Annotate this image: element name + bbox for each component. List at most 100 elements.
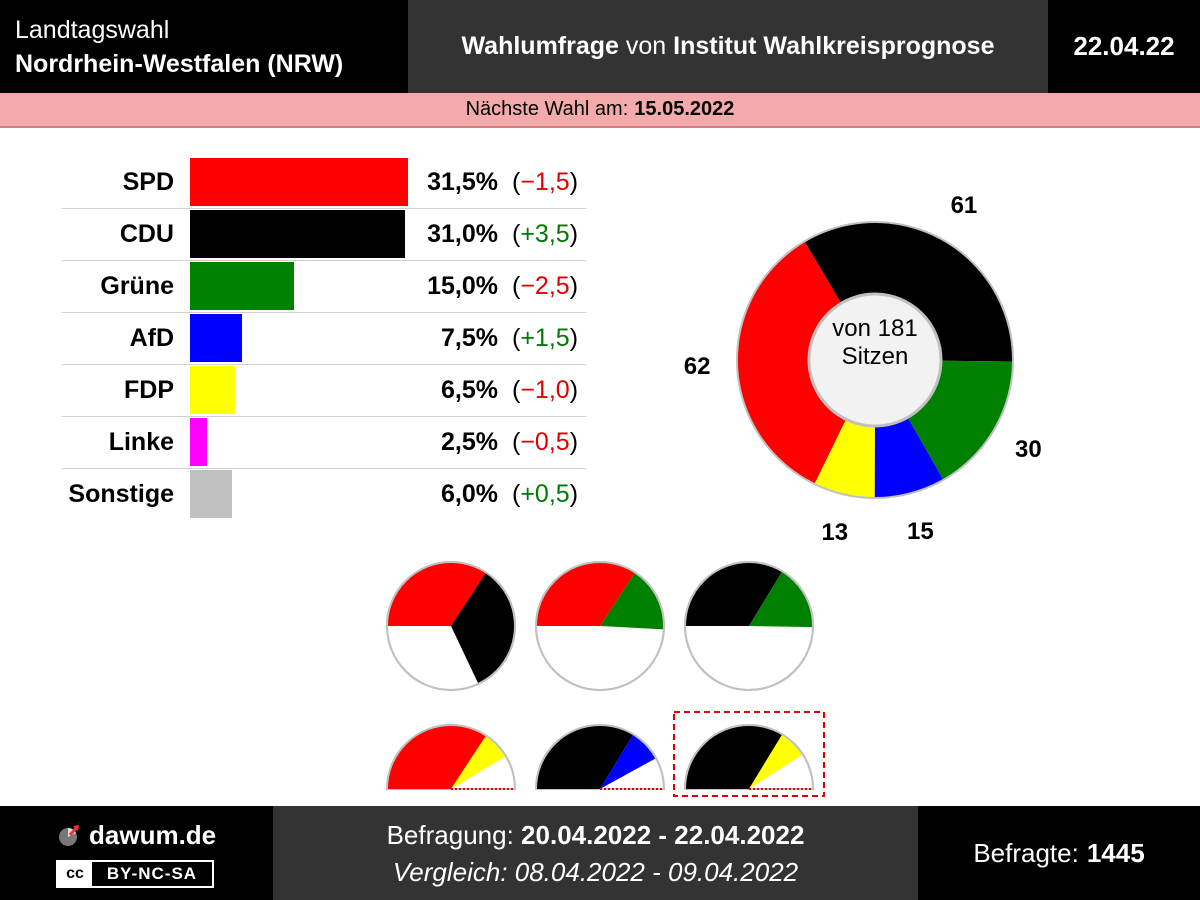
donut-center [807,292,943,428]
seat-label-fdp: 13 [821,519,849,547]
bar-fdp [190,366,235,414]
site-name: dawum.de [89,820,217,850]
bar-party-label: SPD [122,168,174,196]
poll-source: Wahlumfrage von Institut Wahlkreisprogno… [408,0,1048,93]
election-type: Landtagswahl [15,16,170,44]
footer-branding: dawum.de cc BY-NC-SA [0,806,273,900]
next-election-label: Nächste Wahl am: [465,98,629,120]
coalition-slice-cdu [536,725,634,789]
coalition-spd-fdp [385,724,517,790]
coalition-outline [684,561,814,691]
seat-distribution-donut [736,221,1014,499]
seat-label-cdu: 61 [950,191,978,219]
coalition-slice-fdp [451,735,506,789]
bar-party-label: Grüne [100,272,174,300]
donut-total-unit: Sitzen [841,343,909,370]
site-link[interactable]: dawum.de [57,820,216,851]
compare-line: Vergleich: 08.04.2022 - 09.04.2022 [273,857,918,888]
header: Landtagswahl Nordrhein-Westfalen (NRW) W… [0,0,1200,93]
survey-dates: 20.04.2022 - 22.04.2022 [521,820,805,850]
coalition-outline [386,561,516,691]
change-value: +0,5 [520,480,570,508]
bar-change-label: (−1,5) [512,168,579,196]
survey-label: Befragung: [386,820,514,850]
bar-sonstige [190,470,232,518]
bar-value-label: 6,5% [441,376,498,404]
donut-slice-spd [737,241,847,485]
respondents-count: 1445 [1086,837,1145,868]
bar-row-linke: Linke 2,5% (−0,5) [62,416,586,469]
dawum-logo-icon [57,824,81,848]
bar-change-label: (+1,5) [512,324,579,352]
bar-party-label: FDP [124,376,174,404]
compare-dates: 08.04.2022 - 09.04.2022 [514,857,799,887]
bar-cdu [190,210,405,258]
coalition-charts [385,561,825,797]
coalition-slice-spd [387,562,487,626]
respondents-label: Befragte: [973,837,1079,868]
coalition-slice-grüne [749,571,813,628]
coalition-outline [535,724,665,790]
seat-label-grüne: 30 [1015,436,1042,464]
coalition-cdu-afd [534,724,666,790]
donut-slice-fdp [814,419,875,498]
compare-label: Vergleich: [392,857,508,887]
coalition-outline [535,561,665,691]
bar-row-grüne: Grüne 15,0% (−2,5) [62,260,586,313]
bar-row-spd: SPD 31,5% (−1,5) [62,156,586,209]
next-election-date: 15.05.2022 [634,98,735,120]
bar-change-label: (+3,5) [512,220,579,248]
survey-line: Befragung: 20.04.2022 - 22.04.2022 [273,820,918,851]
coalition-slice-spd [387,725,487,789]
bar-row-cdu: CDU 31,0% (+3,5) [62,208,586,261]
coalition-slice-cdu [685,725,783,789]
change-value: +1,5 [520,324,570,352]
survey-period: Befragung: 20.04.2022 - 22.04.2022 Vergl… [273,806,918,900]
donut-total-seats: von 181 [832,315,918,342]
seat-label-spd: 62 [683,353,711,381]
bar-change-label: (−0,5) [512,428,579,456]
coalition-slice-grüne [600,572,664,630]
coalition-slice-cdu [685,562,783,626]
bar-value-label: 6,0% [441,480,498,508]
poll-connector: von [625,32,667,60]
poll-institute: Institut Wahlkreisprognose [673,32,995,60]
change-value: −1,0 [520,376,570,404]
bar-party-label: Linke [108,428,174,456]
bar-linke [190,418,208,466]
bar-row-fdp: FDP 6,5% (−1,0) [62,364,586,417]
coalition-spd-cdu [386,561,516,691]
bar-value-label: 31,0% [427,220,498,248]
coalition-outline [684,724,814,790]
coalition-slice-fdp [749,734,803,789]
footer: dawum.de cc BY-NC-SA Befragung: 20.04.20… [0,806,1200,900]
next-election-banner: Nächste Wahl am: 15.05.2022 [0,93,1200,128]
bar-change-label: (−1,0) [512,376,579,404]
bar-row-afd: AfD 7,5% (+1,5) [62,312,586,365]
bar-value-label: 31,5% [427,168,498,196]
bar-party-label: AfD [129,324,174,352]
coalition-slice-afd [600,734,657,789]
license-badge[interactable]: cc BY-NC-SA [56,860,214,888]
donut-slice-cdu [804,222,1013,362]
bar-change-label: (+0,5) [512,480,579,508]
bar-spd [190,158,408,206]
coalition-slice-cdu [451,572,515,684]
state-name: Nordrhein-Westfalen (NRW) [15,50,344,78]
change-value: +3,5 [520,220,570,248]
donut-outer-ring [736,221,1014,499]
bar-row-sonstige: Sonstige 6,0% (+0,5) [62,468,586,520]
seat-label-afd: 15 [907,518,934,546]
bar-party-label: Sonstige [68,480,174,508]
bar-value-label: 2,5% [441,428,498,456]
coalition-cdu-grüne [684,561,814,691]
bar-value-label: 15,0% [427,272,498,300]
vote-share-bar-chart: SPD 31,5% (−1,5) CDU 31,0% (+3,5) Grüne 15,0% (−… [0,156,600,520]
bar-value-label: 7,5% [441,324,498,352]
donut-center-text: von 181 Sitzen [815,315,935,371]
change-value: −0,5 [520,428,570,456]
respondents: Befragte: 1445 [918,806,1200,900]
coalition-highlight-box [673,711,825,797]
election-title: Landtagswahl Nordrhein-Westfalen (NRW) [0,0,408,93]
cc-icon: cc [58,862,92,886]
